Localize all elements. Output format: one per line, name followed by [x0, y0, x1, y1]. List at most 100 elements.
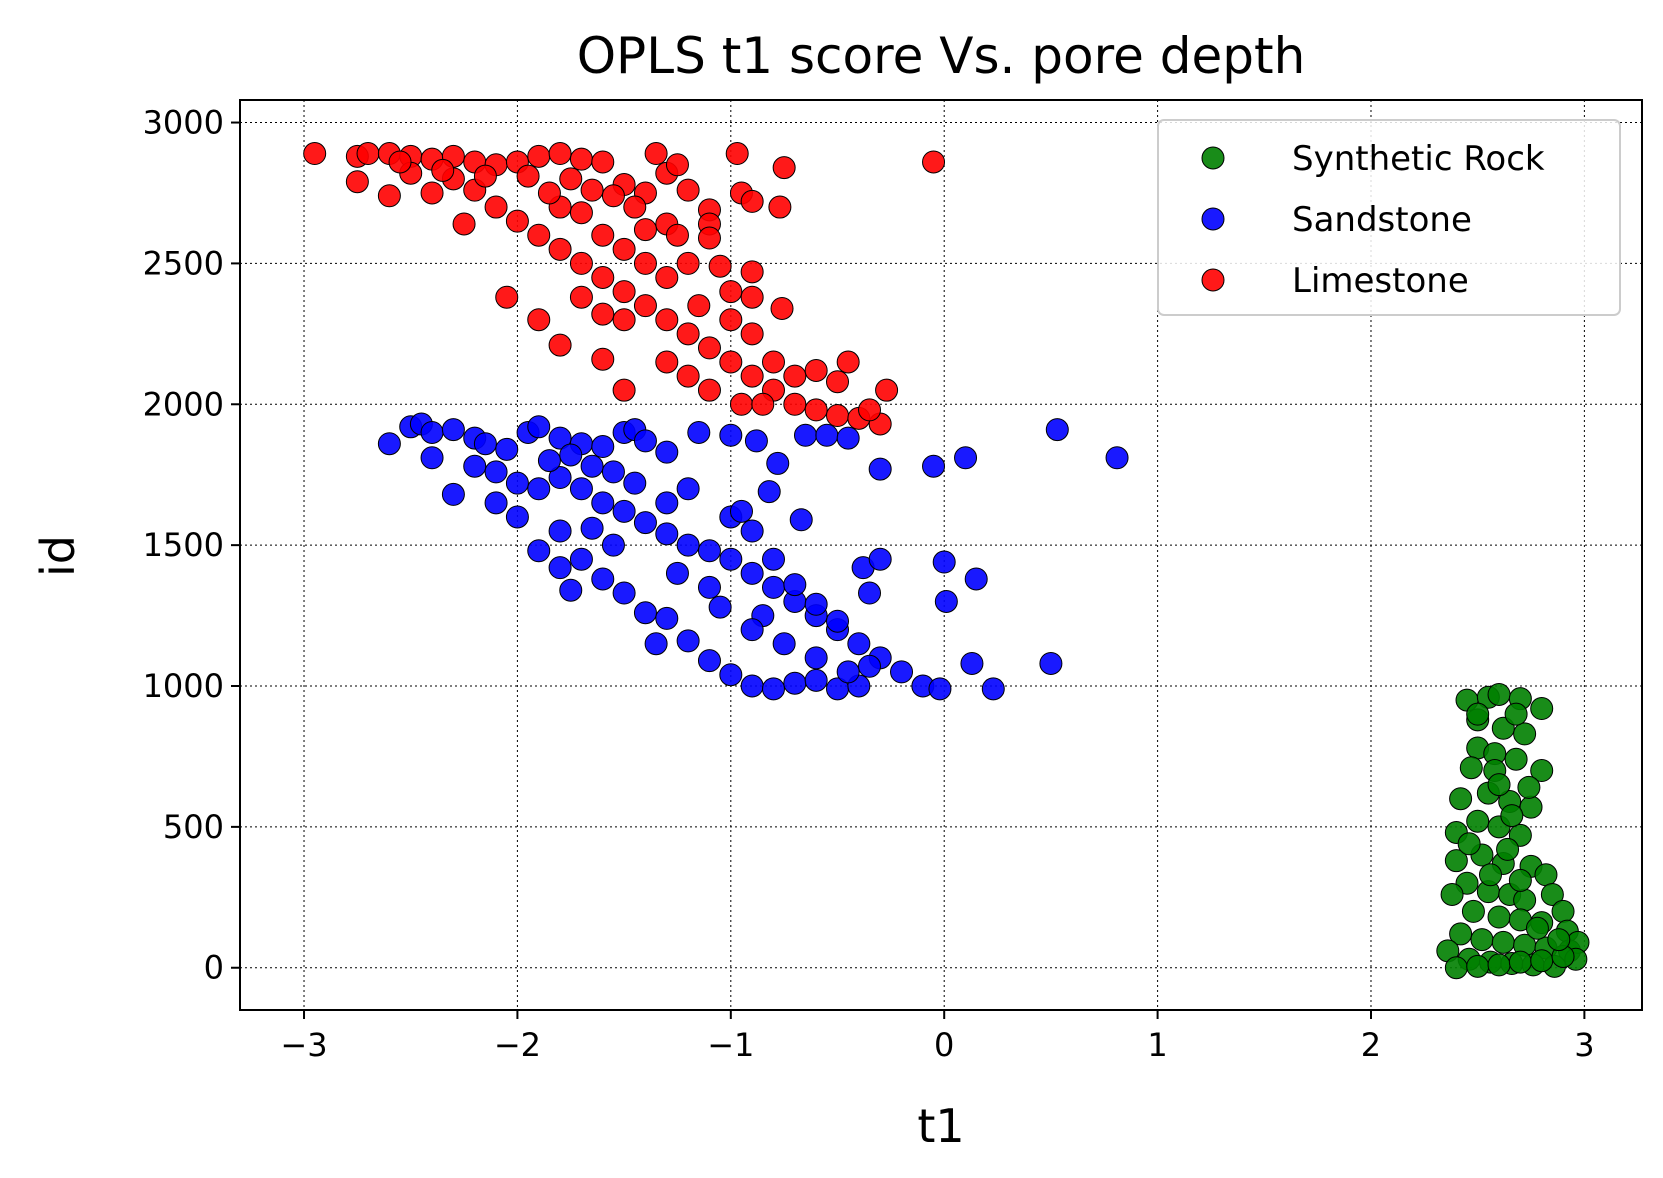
y-tick-label: 1000: [143, 667, 224, 705]
series-synthetic-rock: [1436, 682, 1590, 980]
data-point: [612, 581, 636, 605]
data-point: [719, 547, 743, 571]
legend-label: Limestone: [1292, 261, 1469, 301]
legend-box: [1157, 119, 1621, 316]
data-point: [954, 446, 978, 470]
data-point: [303, 142, 327, 166]
data-point: [783, 671, 807, 695]
data-point: [505, 471, 529, 495]
data-point: [719, 423, 743, 447]
data-point: [655, 606, 679, 630]
data-point: [804, 398, 828, 422]
data-point: [484, 195, 508, 219]
data-point: [633, 429, 657, 453]
y-tick-label: 500: [163, 808, 224, 846]
data-point: [1466, 809, 1490, 833]
data-point: [537, 449, 561, 473]
data-point: [772, 632, 796, 656]
data-point: [719, 350, 743, 374]
x-tick-label: 3: [1574, 1026, 1594, 1064]
data-point: [548, 556, 572, 580]
data-point: [847, 632, 871, 656]
data-point: [770, 296, 794, 320]
data-point: [569, 251, 593, 275]
data-point: [676, 322, 700, 346]
data-point: [789, 508, 813, 532]
data-point: [655, 350, 679, 374]
data-point: [858, 398, 882, 422]
x-tick-label: 0: [934, 1026, 954, 1064]
data-point: [875, 378, 899, 402]
data-point: [1508, 950, 1532, 974]
data-point: [1519, 795, 1543, 819]
data-point: [708, 595, 732, 619]
y-tick-label: 3000: [143, 104, 224, 142]
data-point: [1440, 882, 1464, 906]
data-point: [740, 260, 764, 284]
x-tick-label: 1: [1147, 1026, 1167, 1064]
data-point: [420, 446, 444, 470]
data-point: [527, 223, 551, 247]
data-point: [729, 499, 753, 523]
data-point: [1449, 787, 1473, 811]
data-point: [1517, 775, 1541, 799]
data-point: [1491, 930, 1515, 954]
data-point: [569, 201, 593, 225]
data-point: [548, 466, 572, 490]
data-point: [601, 533, 625, 557]
data-point: [505, 209, 529, 233]
data-point: [1530, 949, 1554, 973]
data-point: [934, 589, 958, 613]
data-point: [559, 578, 583, 602]
data-point: [441, 418, 465, 442]
data-point: [676, 477, 700, 501]
data-point: [527, 144, 551, 168]
data-point: [591, 223, 615, 247]
data-point: [548, 142, 572, 166]
data-point: [757, 480, 781, 504]
data-point: [1504, 702, 1528, 726]
x-tick-label: 2: [1361, 1026, 1381, 1064]
data-point: [687, 294, 711, 318]
data-point: [1039, 651, 1063, 675]
data-point: [1504, 747, 1528, 771]
data-point: [890, 660, 914, 684]
axis-ticks: −3 −2 −1 0 1 2 3 0 500 1000 1500 2000 2500 3000: [143, 104, 1595, 1064]
data-point: [527, 539, 551, 563]
data-point: [655, 522, 679, 546]
data-point: [719, 308, 743, 332]
data-point: [1530, 759, 1554, 783]
y-axis-label: id: [31, 535, 85, 577]
data-point: [644, 142, 668, 166]
data-point: [580, 178, 604, 202]
data-point: [676, 178, 700, 202]
data-point: [612, 237, 636, 261]
data-point: [420, 181, 444, 205]
data-point: [783, 364, 807, 388]
data-point: [527, 308, 551, 332]
data-point: [612, 378, 636, 402]
data-point: [740, 674, 764, 698]
data-point: [1525, 916, 1549, 940]
data-point: [922, 150, 946, 174]
data-point: [655, 440, 679, 464]
data-point: [559, 167, 583, 191]
data-point: [548, 237, 572, 261]
data-point: [1530, 697, 1554, 721]
data-point: [377, 432, 401, 456]
x-axis-label: t1: [917, 1099, 964, 1153]
legend: Synthetic Rock Sandstone Limestone: [1157, 119, 1621, 316]
data-point: [1105, 446, 1129, 470]
data-point: [1045, 418, 1069, 442]
data-point: [559, 443, 583, 467]
data-point: [591, 567, 615, 591]
data-point: [1470, 928, 1494, 952]
data-point: [719, 663, 743, 687]
data-point: [665, 561, 689, 585]
data-point: [665, 223, 689, 247]
data-point: [1449, 922, 1473, 946]
data-point: [1496, 837, 1520, 861]
data-point: [591, 150, 615, 174]
data-point: [761, 547, 785, 571]
data-point: [793, 423, 817, 447]
